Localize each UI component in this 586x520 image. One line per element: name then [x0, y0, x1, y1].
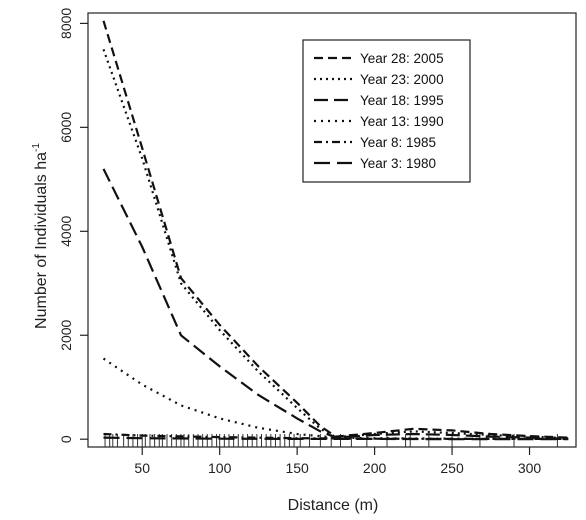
x-tick-label: 50 — [134, 460, 150, 476]
legend-frame — [302, 39, 471, 183]
series-line — [102, 357, 569, 440]
y-axis-label-superscript: -1 — [31, 143, 42, 152]
legend-label: Year 23: 2000 — [360, 72, 444, 87]
x-tick-label: 200 — [363, 460, 387, 476]
series-line — [102, 168, 569, 440]
legend-label: Year 18: 1995 — [360, 93, 444, 108]
legend-label: Year 28: 2005 — [360, 51, 444, 66]
legend-label: Year 8: 1985 — [360, 135, 436, 150]
series-line — [102, 20, 569, 439]
y-tick-label: 0 — [58, 435, 74, 443]
y-axis-label-text: Number of Individuals ha — [33, 152, 50, 329]
y-tick-label: 6000 — [58, 112, 74, 143]
y-axis-label: Number of Individuals ha-1 — [31, 143, 50, 329]
legend: Year 28: 2005 Year 23: 2000 Year 18: 1995 Y… — [302, 39, 471, 183]
x-tick-label: 300 — [518, 460, 542, 476]
y-axis: 0 2000 4000 6000 8000 — [58, 8, 88, 443]
x-axis: 50 100 150 200 250 300 — [134, 447, 541, 476]
plot-area-frame — [87, 12, 577, 448]
y-tick-label: 2000 — [58, 319, 74, 350]
series-lines — [102, 20, 569, 441]
x-tick-label: 100 — [208, 460, 232, 476]
x-tick-label: 150 — [285, 460, 309, 476]
series-line — [102, 49, 569, 440]
y-tick-label: 4000 — [58, 216, 74, 247]
x-tick-label: 250 — [440, 460, 464, 476]
legend-label: Year 13: 1990 — [360, 114, 444, 129]
legend-label: Year 3: 1980 — [360, 156, 436, 171]
y-tick-label: 8000 — [58, 8, 74, 39]
series-line — [103, 436, 569, 441]
x-axis-label: Distance (m) — [288, 497, 379, 514]
